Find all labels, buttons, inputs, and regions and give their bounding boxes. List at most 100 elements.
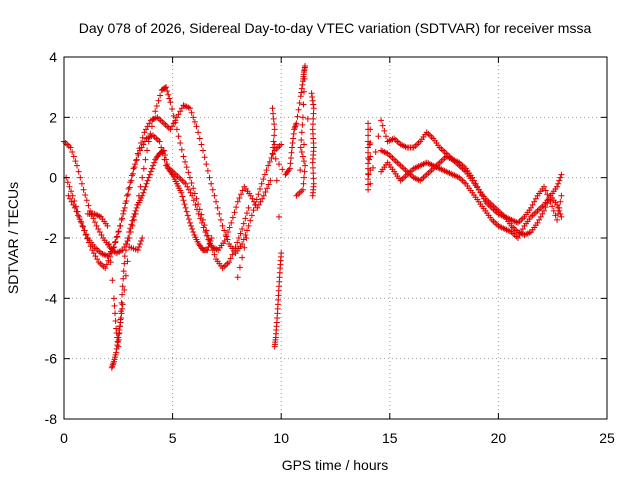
series-arc-c [65,132,274,260]
data-point [96,228,103,235]
data-point [189,225,196,232]
data-point [227,255,234,262]
data-point [120,210,127,217]
data-point [107,253,114,260]
data-point [226,259,233,266]
data-point [302,162,309,169]
data-point [257,185,264,192]
data-point [178,189,185,196]
data-point [125,191,132,198]
data-point [299,121,306,128]
data-point [301,174,308,181]
data-point [234,198,241,205]
data-point [173,126,180,133]
data-point [261,171,268,178]
data-point [121,260,128,267]
data-point [239,225,246,232]
data-point [70,201,77,208]
data-point [234,239,241,246]
data-point [289,144,296,151]
data-point [232,244,239,251]
data-point [185,186,192,193]
data-point [161,84,168,91]
data-point [516,231,523,238]
data-point [164,87,171,94]
data-point [147,168,154,175]
data-point [295,106,302,113]
data-point [216,210,223,217]
data-point [126,228,133,235]
series-arc-d [84,147,215,350]
data-point [379,122,386,129]
data-point [194,206,201,213]
data-point [143,180,150,187]
data-point [310,110,317,117]
data-point [122,247,129,254]
data-point [163,156,170,163]
data-point [113,345,120,352]
data-point [120,207,127,214]
data-point [188,109,195,116]
data-point [272,155,279,162]
data-point [66,183,73,190]
data-point [155,97,162,104]
data-point [365,170,372,177]
data-point [250,207,257,214]
data-point [129,217,136,224]
data-point [185,216,192,223]
data-point [260,192,267,199]
data-point [82,231,89,238]
data-point [264,185,271,192]
data-point [245,222,252,229]
data-point [78,180,85,187]
data-point [298,149,305,156]
data-point [239,241,246,248]
data-point [118,299,125,306]
data-point [178,105,185,112]
data-point [179,193,186,200]
data-point [124,258,131,265]
data-point [545,195,552,202]
data-point [132,207,139,214]
data-point [144,123,151,130]
data-point [557,198,564,205]
data-point [169,106,176,113]
chart-title: Day 078 of 2026, Sidereal Day-to-day VTE… [79,20,592,36]
data-point [117,319,124,326]
data-point [292,123,299,130]
data-point [239,187,246,194]
data-point [115,334,122,341]
data-point [294,113,301,120]
data-point [514,235,521,241]
data-point [475,186,482,193]
data-point [118,314,125,321]
data-point [198,211,205,218]
data-point [140,141,147,148]
data-point [137,147,144,154]
y-tick-labels: -8 -6 -4 -2 0 2 4 [45,49,58,427]
data-point [188,222,195,229]
x-tick-labels: 0 5 10 15 20 25 [60,430,615,446]
data-point [229,214,236,221]
data-point [536,216,543,223]
data-point [301,141,308,148]
data-point [290,130,297,137]
data-point [121,204,128,211]
data-point [76,216,83,223]
data-point [190,228,197,235]
data-point [170,120,177,127]
data-point [140,165,147,172]
data-point [299,153,306,160]
y-tick-label: 2 [49,109,57,125]
data-point [205,244,212,251]
data-point [238,191,245,198]
data-point [89,247,96,254]
y-tick-label: 4 [49,49,57,65]
data-point [113,234,120,241]
data-point [299,114,306,121]
data-point [141,186,148,193]
data-point [133,156,140,163]
data-point [139,174,146,181]
data-point [183,164,190,171]
data-point [127,225,134,232]
